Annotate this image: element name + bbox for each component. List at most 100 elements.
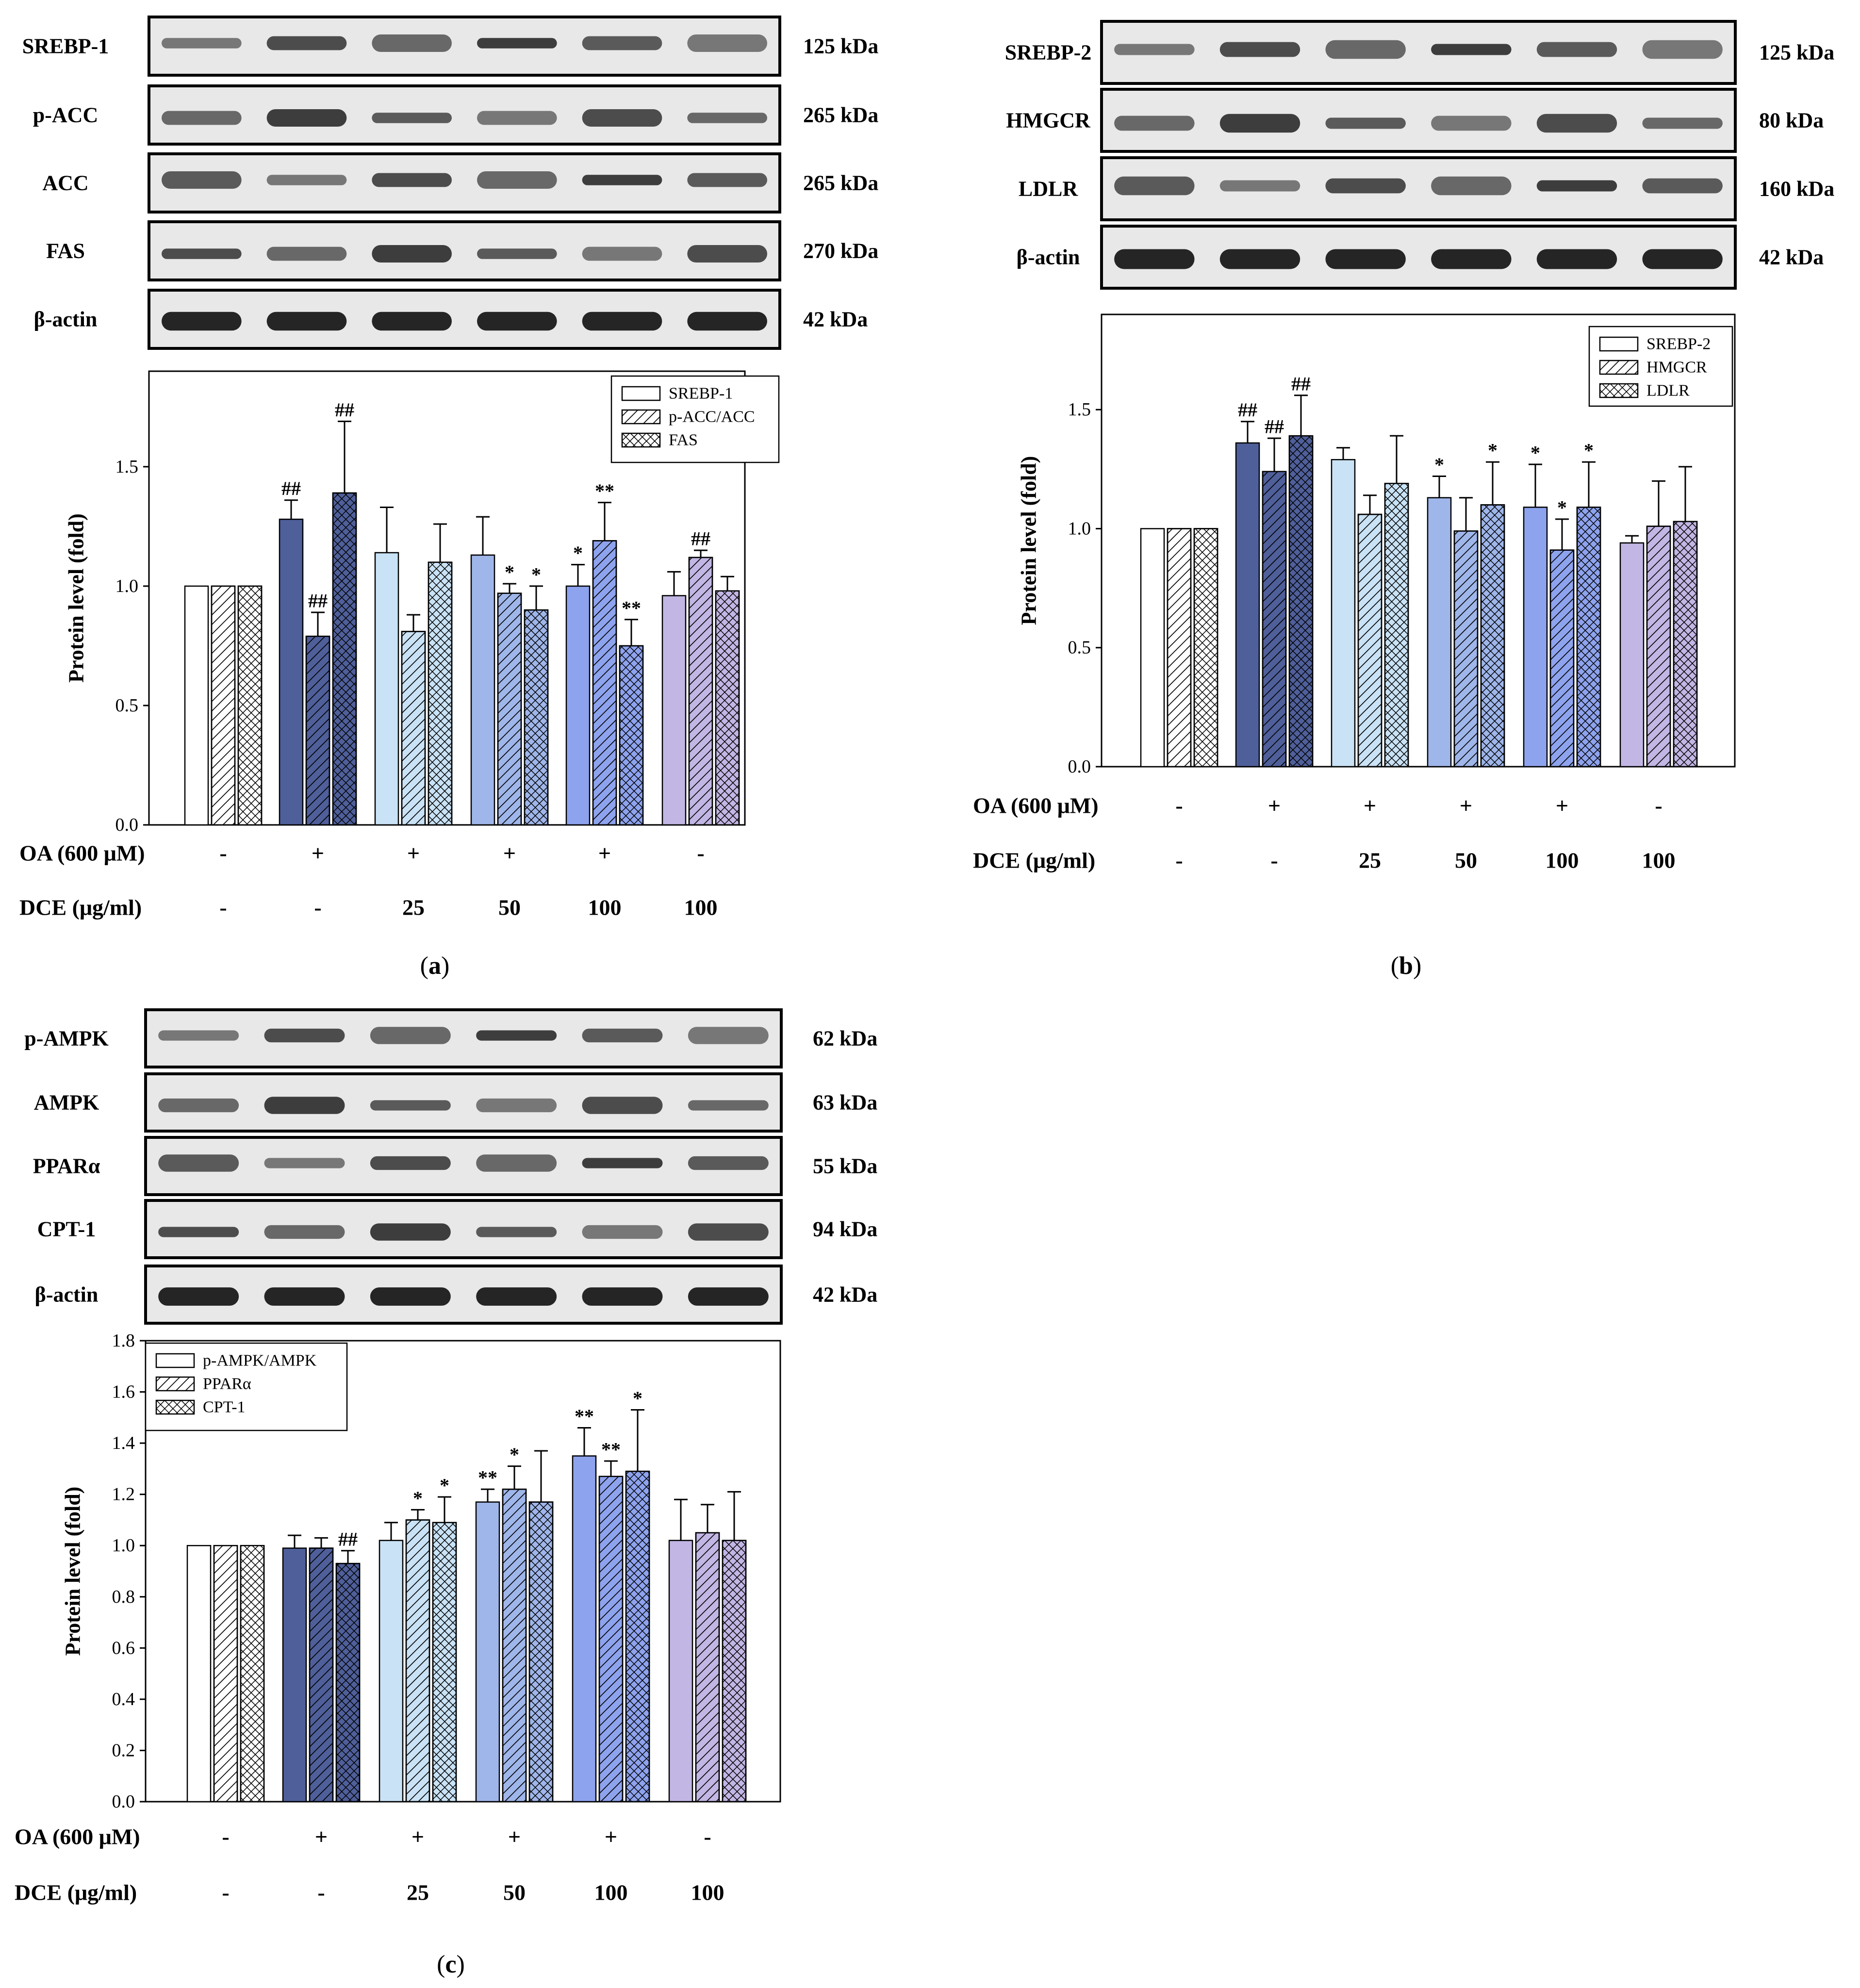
- legend-entry-label: SREBP-1: [669, 385, 733, 403]
- treatment-value: 100: [594, 1880, 628, 1905]
- blot-kda-label: 55 kDa: [813, 1154, 877, 1178]
- y-tick-label: 1.5: [1068, 399, 1091, 420]
- blot-band: [1114, 44, 1195, 55]
- western-blot-panel-c: p-AMPK 62 kDa AMPK 63 kDa PPARα 55 kDa CPT-1 94…: [24, 1008, 877, 1325]
- bar-pattern: [502, 1488, 527, 1803]
- blot-strip: [144, 1199, 783, 1259]
- blot-protein-label: SREBP-2: [1005, 41, 1091, 65]
- significance-label: *: [1531, 442, 1540, 464]
- blot-band: [687, 173, 767, 187]
- caption-letter: a: [428, 952, 441, 980]
- blot-band: [1536, 180, 1617, 192]
- panel-caption: (b): [1391, 952, 1422, 980]
- blot-band: [372, 113, 452, 123]
- blot-strip: [1100, 88, 1737, 153]
- legend-entry-label: p-AMPK/AMPK: [203, 1352, 317, 1370]
- significance-label: ##: [1291, 373, 1311, 394]
- treatment-value: +: [1364, 793, 1376, 818]
- bar-chart-b: 0.0 0.5 1.0 1.5 Protein level (fold) ## * * ## * #…: [973, 313, 1736, 873]
- bar-pattern: [1357, 513, 1383, 768]
- blot-strip: [144, 1136, 783, 1196]
- blot-band: [1219, 42, 1300, 57]
- y-tick-label: 1.0: [1068, 518, 1091, 539]
- blot-band: [1642, 249, 1723, 269]
- blot-protein-label: ACC: [42, 171, 88, 195]
- bar-pattern: [237, 585, 263, 826]
- treatment-value: 100: [684, 895, 718, 920]
- chart-legend: SREBP-1 p-ACC/ACC FAS: [610, 375, 780, 463]
- treatment-value: +: [407, 841, 420, 866]
- blot-band: [477, 111, 557, 125]
- y-axis-label: Protein level (fold): [61, 1487, 85, 1656]
- blot-protein-label: p-ACC: [33, 103, 98, 127]
- bar-pattern: [213, 1544, 238, 1803]
- blot-band: [264, 1028, 345, 1043]
- blot-row: CPT-1 94 kDa: [37, 1199, 877, 1259]
- blot-band: [1114, 176, 1195, 196]
- blot-strip: [1100, 20, 1737, 85]
- blot-strip: [148, 16, 781, 77]
- blot-band: [1219, 114, 1300, 133]
- y-tick-label: 0.6: [112, 1638, 135, 1658]
- treatment-value: -: [219, 895, 227, 920]
- treatment-value: -: [1175, 793, 1183, 818]
- blot-kda-label: 42 kDa: [1759, 246, 1824, 269]
- blot-strip: [1100, 156, 1737, 221]
- blot-band: [687, 245, 767, 263]
- blot-band: [688, 1156, 769, 1170]
- y-tick-label: 1.6: [112, 1382, 135, 1402]
- blot-band: [266, 175, 347, 185]
- significance-label: *: [440, 1474, 449, 1496]
- caption-open: (: [420, 952, 428, 980]
- blot-band: [582, 36, 662, 50]
- caption-letter: b: [1399, 952, 1413, 980]
- panel-caption: (a): [420, 952, 450, 980]
- blot-band: [266, 246, 347, 261]
- legend-swatch: [1599, 383, 1639, 398]
- blot-band: [1325, 249, 1406, 269]
- caption-open: (: [1391, 952, 1399, 980]
- blot-band: [688, 1100, 769, 1111]
- significance-label: ##: [281, 477, 301, 499]
- blot-band: [1431, 249, 1512, 269]
- caption-letter: c: [445, 1951, 456, 1978]
- bar-pattern: [1384, 483, 1409, 768]
- bar: [475, 1501, 500, 1803]
- treatment-label: DCE (μg/ml): [15, 1880, 137, 1905]
- significance-label: *: [505, 561, 514, 583]
- blot-kda-label: 80 kDa: [1759, 109, 1824, 132]
- bar-pattern: [524, 609, 549, 826]
- treatment-value: +: [315, 1824, 328, 1849]
- bar-pattern: [1453, 530, 1479, 768]
- blot-band: [372, 173, 452, 187]
- significance-label: *: [1584, 440, 1594, 461]
- significance-label: **: [478, 1467, 497, 1489]
- significance-label: ##: [338, 1528, 358, 1550]
- bar-pattern: [1576, 507, 1601, 768]
- blot-band: [1536, 249, 1617, 269]
- y-axis-label: Protein level (fold): [1017, 456, 1041, 625]
- blot-band: [1325, 178, 1406, 194]
- blot-strip: [1100, 225, 1737, 290]
- legend-entry-label: CPT-1: [203, 1398, 246, 1416]
- bar: [668, 1540, 693, 1803]
- y-tick-label: 1.8: [112, 1331, 135, 1351]
- blot-band: [582, 175, 662, 185]
- blot-strip: [144, 1265, 783, 1325]
- blot-kda-label: 63 kDa: [813, 1091, 877, 1115]
- panel-caption: (c): [437, 1951, 465, 1978]
- blot-kda-label: 42 kDa: [803, 308, 868, 331]
- blot-band: [1536, 114, 1617, 133]
- blot-band: [1219, 180, 1300, 192]
- blot-band: [582, 1158, 663, 1168]
- treatment-value: 50: [498, 895, 521, 920]
- blot-band: [1114, 249, 1195, 269]
- blot-band: [266, 109, 347, 127]
- treatment-value: -: [704, 1824, 711, 1849]
- significance-label: *: [531, 563, 541, 585]
- caption-open: (: [437, 1951, 445, 1978]
- bar-pattern: [598, 1476, 624, 1803]
- y-tick-label: 0.0: [112, 1791, 135, 1812]
- blot-strip: [144, 1008, 783, 1068]
